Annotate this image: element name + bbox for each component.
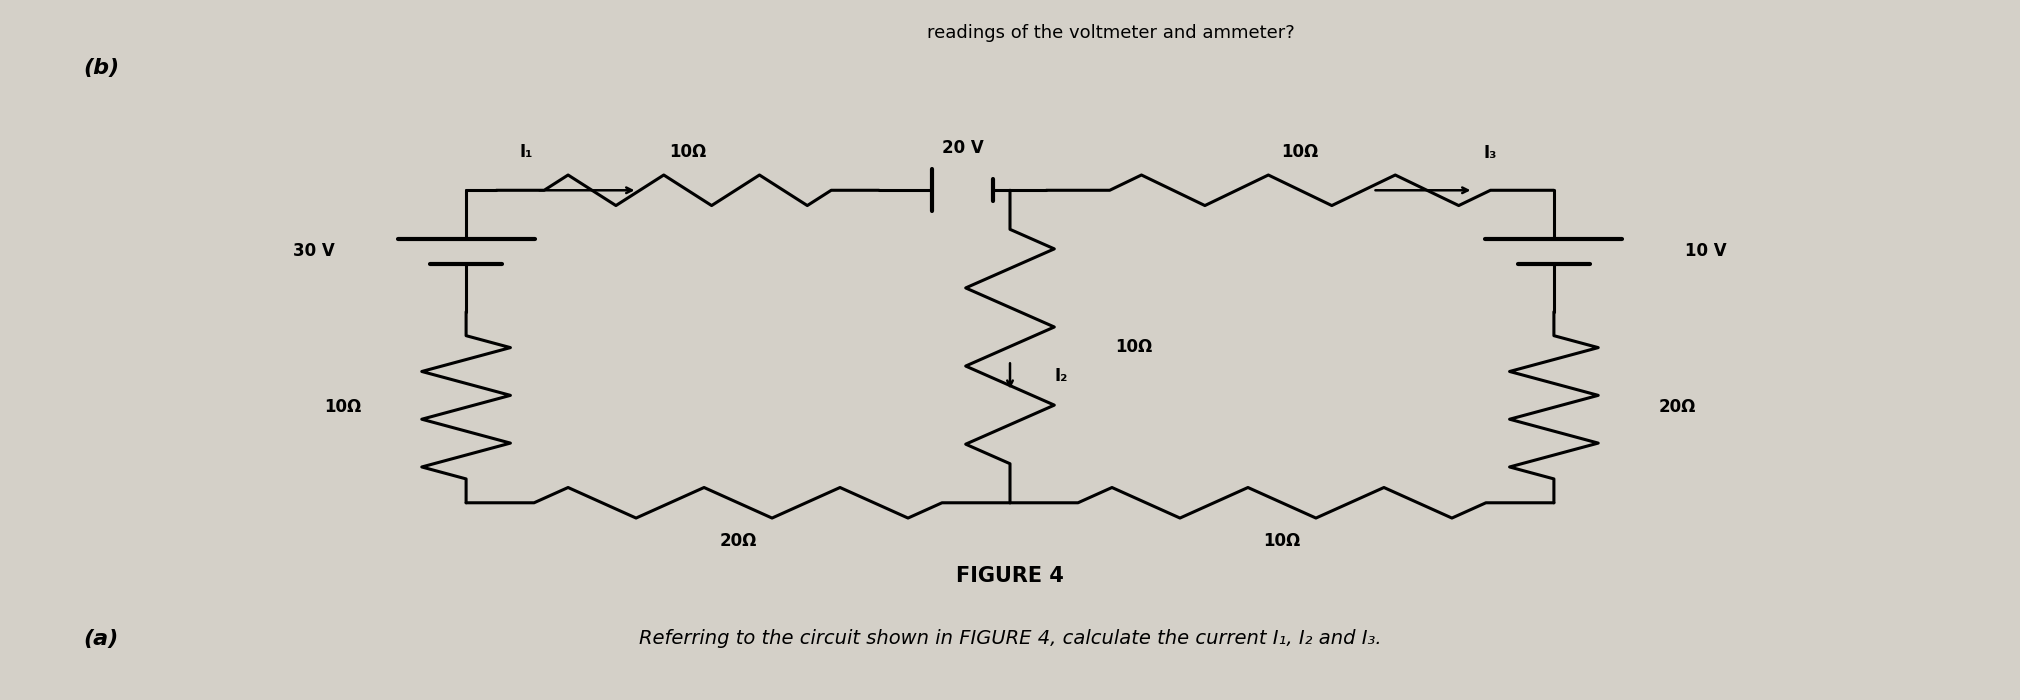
Text: 20Ω: 20Ω — [719, 532, 758, 550]
Text: 20Ω: 20Ω — [1658, 398, 1697, 416]
Text: 10Ω: 10Ω — [1262, 532, 1301, 550]
Text: (b): (b) — [83, 58, 119, 78]
Text: Referring to the circuit shown in FIGURE 4, calculate the current I₁, I₂ and I₃.: Referring to the circuit shown in FIGURE… — [638, 629, 1382, 648]
Text: readings of the voltmeter and ammeter?: readings of the voltmeter and ammeter? — [927, 24, 1295, 41]
Text: I₁: I₁ — [519, 143, 533, 161]
Text: I₃: I₃ — [1483, 144, 1497, 162]
Text: 10 V: 10 V — [1685, 242, 1727, 260]
Text: 10Ω: 10Ω — [1281, 143, 1319, 161]
Text: 10Ω: 10Ω — [1115, 337, 1151, 356]
Text: I₂: I₂ — [1054, 367, 1069, 385]
Text: 30 V: 30 V — [293, 242, 335, 260]
Text: (a): (a) — [83, 629, 119, 649]
Text: FIGURE 4: FIGURE 4 — [955, 566, 1065, 586]
Text: 20 V: 20 V — [941, 139, 984, 157]
Text: 10Ω: 10Ω — [323, 398, 362, 416]
Text: 10Ω: 10Ω — [669, 143, 707, 161]
